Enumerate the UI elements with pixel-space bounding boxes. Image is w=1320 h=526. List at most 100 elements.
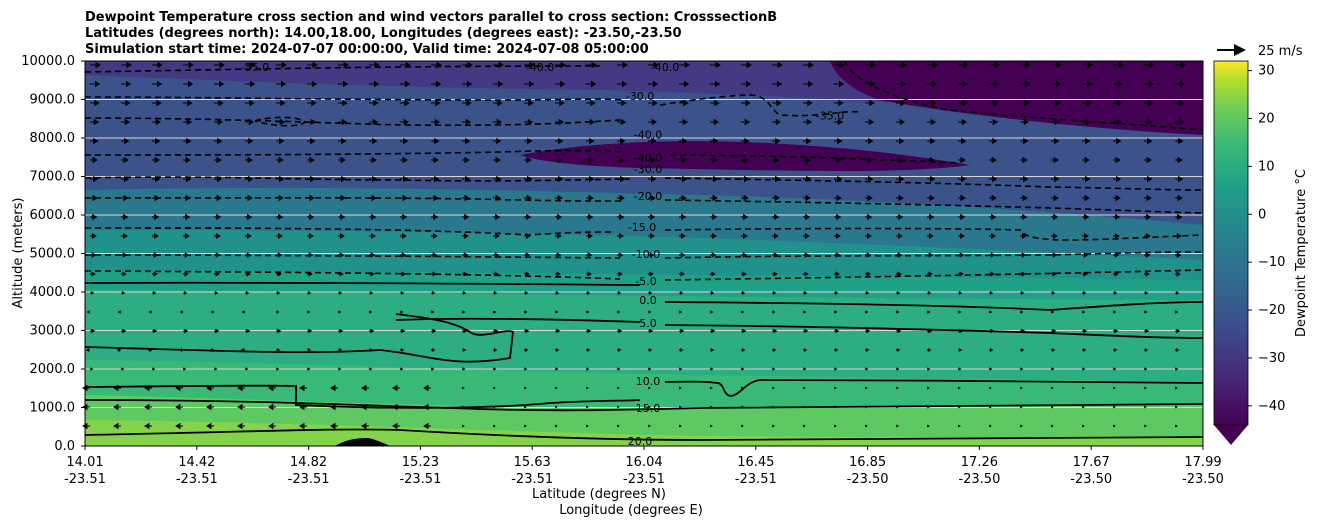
wind-arrow bbox=[617, 290, 622, 296]
wind-arrow bbox=[586, 137, 595, 145]
wind-arrow bbox=[90, 271, 96, 277]
wind-arrow bbox=[648, 386, 651, 390]
wind-arrow bbox=[214, 367, 218, 371]
wind-arrow bbox=[400, 213, 408, 221]
wind-arrow bbox=[245, 367, 249, 371]
wind-arrow bbox=[144, 403, 152, 411]
wind-arrow bbox=[245, 99, 255, 107]
wind-arrow bbox=[989, 137, 998, 145]
wind-arrow bbox=[989, 213, 997, 221]
wind-arrow bbox=[834, 386, 837, 390]
wind-arrow bbox=[493, 194, 501, 202]
wind-arrow bbox=[338, 310, 342, 314]
wind-arrow bbox=[1175, 213, 1183, 221]
wind-arrow bbox=[400, 347, 405, 353]
wind-arrow bbox=[865, 424, 868, 428]
wind-arrow bbox=[586, 252, 593, 258]
wind-arrow bbox=[423, 422, 431, 430]
x-tick-label-lon: -23.51 bbox=[511, 472, 553, 487]
wind-arrow bbox=[555, 137, 564, 145]
wind-arrow bbox=[276, 367, 280, 371]
wind-arrow bbox=[175, 384, 183, 392]
wind-arrow bbox=[834, 271, 840, 277]
x-axis-label-latitude: Latitude (degrees N) bbox=[532, 487, 666, 502]
wind-arrow bbox=[400, 194, 408, 202]
wind-arrow bbox=[121, 328, 127, 334]
wind-arrow bbox=[648, 61, 659, 69]
wind-arrow bbox=[896, 424, 899, 428]
wind-arrow bbox=[741, 118, 751, 126]
wind-arrow bbox=[710, 405, 713, 409]
gridlines bbox=[85, 99, 1203, 408]
wind-arrow bbox=[586, 328, 592, 334]
wind-arrow bbox=[206, 422, 214, 430]
wind-arrow bbox=[586, 80, 597, 88]
wind-arrow bbox=[1175, 252, 1182, 258]
wind-arrow bbox=[865, 213, 873, 221]
wind-arrow bbox=[524, 252, 531, 258]
wind-arrow bbox=[1144, 156, 1152, 164]
wind-arrow bbox=[927, 328, 933, 334]
wind-arrow bbox=[803, 213, 811, 221]
x-tick-label-lon: -23.51 bbox=[399, 472, 441, 487]
wind-arrow bbox=[462, 61, 473, 69]
wind-arrow bbox=[338, 252, 345, 258]
wind-arrow bbox=[237, 403, 245, 411]
wind-arrow bbox=[834, 118, 844, 126]
x-tick-label-lon: -23.50 bbox=[1182, 472, 1224, 487]
wind-arrow bbox=[741, 233, 748, 239]
wind-arrow bbox=[524, 424, 527, 428]
wind-arrow bbox=[617, 328, 623, 334]
wind-arrow bbox=[958, 118, 968, 126]
wind-arrow bbox=[555, 99, 565, 107]
contour-labels: 20.0 15.0 10.0 5.0 0.0 -5.0 -10.0 -15.0 -20.0 -30… bbox=[241, 61, 844, 448]
wind-arrow bbox=[307, 175, 316, 183]
wind-arrow bbox=[1175, 367, 1179, 371]
wind-arrow bbox=[772, 175, 781, 183]
wind-arrow bbox=[147, 347, 152, 353]
wind-arrow bbox=[1051, 386, 1054, 390]
contour-label: -30.0 bbox=[626, 90, 654, 103]
wind-arrow bbox=[1020, 310, 1024, 314]
wind-arrow bbox=[958, 328, 964, 334]
wind-arrow bbox=[586, 310, 590, 314]
wind-arrow bbox=[307, 213, 315, 221]
wind-arrow bbox=[679, 194, 687, 202]
wind-arrow bbox=[772, 424, 775, 428]
wind-arrow bbox=[392, 384, 400, 392]
wind-arrow bbox=[369, 194, 377, 202]
contour-label: -40.0 bbox=[634, 152, 662, 165]
wind-arrow bbox=[1020, 405, 1023, 409]
wind-arrow bbox=[803, 347, 808, 353]
wind-arrow bbox=[927, 80, 938, 88]
wind-arrow bbox=[648, 310, 652, 314]
y-tick-label: 0.0 bbox=[54, 439, 75, 454]
wind-arrow bbox=[772, 271, 778, 277]
wind-arrow bbox=[710, 424, 713, 428]
wind-arrow bbox=[121, 213, 129, 221]
wind-arrow bbox=[524, 405, 527, 409]
wind-arrow bbox=[493, 347, 498, 353]
wind-arrow bbox=[679, 328, 685, 334]
wind-arrow bbox=[361, 384, 369, 392]
wind-arrow bbox=[772, 137, 781, 145]
wind-arrow bbox=[927, 61, 938, 69]
wind-arrow bbox=[361, 403, 369, 411]
wind-arrow bbox=[741, 405, 744, 409]
wind-arrow bbox=[493, 213, 501, 221]
wind-arrow bbox=[369, 80, 380, 88]
x-tick-label-lon: -23.50 bbox=[847, 472, 889, 487]
wind-arrow bbox=[1113, 213, 1121, 221]
x-tick-label-lat: 14.82 bbox=[290, 455, 327, 470]
wind-arrow bbox=[834, 347, 839, 353]
wind-arrow bbox=[245, 194, 253, 202]
wind-arrow bbox=[1082, 156, 1090, 164]
wind-arrow bbox=[307, 233, 314, 239]
x-tick-label-lon: -23.51 bbox=[64, 472, 106, 487]
wind-arrow bbox=[90, 80, 101, 88]
wind-arrow bbox=[586, 175, 595, 183]
wind-arrow bbox=[648, 347, 653, 353]
wind-arrow bbox=[524, 328, 530, 334]
wind-arrow bbox=[586, 424, 589, 428]
wind-arrow bbox=[803, 252, 810, 258]
